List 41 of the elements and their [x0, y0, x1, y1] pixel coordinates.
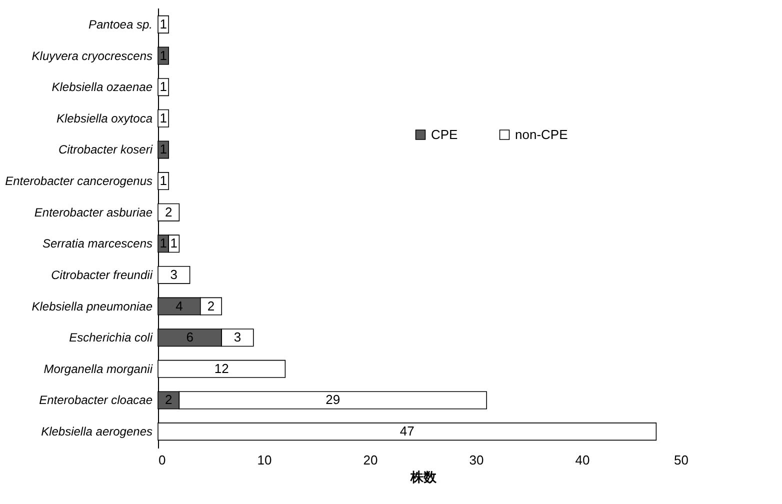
data-label: 3	[170, 266, 178, 282]
y-tick-label: Enterobacter asburiae	[34, 205, 153, 220]
y-tick-label: Klebsiella pneumoniae	[32, 299, 153, 314]
data-label: 1	[160, 16, 167, 32]
x-tick-label: 0	[158, 452, 166, 468]
data-label: 2	[164, 392, 172, 408]
data-label: 1	[160, 173, 167, 188]
x-tick-label: 20	[363, 452, 378, 468]
x-axis-title: 株数	[410, 470, 438, 484]
legend-label: CPE	[431, 126, 458, 142]
x-tick-label: 30	[469, 452, 484, 468]
data-label: 29	[326, 392, 340, 408]
data-label: 1	[160, 48, 167, 63]
y-tick-label: Citrobacter freundii	[51, 268, 153, 282]
y-tick-label: Klebsiella ozaenae	[52, 80, 153, 94]
data-label: 1	[170, 236, 178, 251]
data-label: 4	[176, 298, 183, 314]
data-label: 1	[160, 110, 167, 126]
data-label: 47	[400, 424, 414, 439]
data-label: 1	[160, 142, 167, 157]
y-tick-label: Morganella morganii	[44, 362, 153, 376]
data-label: 1	[160, 236, 167, 251]
x-tick-label: 10	[257, 452, 272, 468]
data-label: 3	[234, 330, 242, 345]
y-tick-label: Escherichia coli	[69, 330, 153, 345]
y-tick-label: Klebsiella aerogenes	[41, 424, 152, 439]
y-tick-label: Enterobacter cloacae	[39, 393, 153, 408]
legend-label: non-CPE	[515, 126, 568, 142]
y-tick-label: Pantoea sp.	[88, 17, 152, 32]
data-label: 6	[186, 330, 194, 345]
data-label: 2	[164, 204, 172, 220]
data-label: 12	[214, 360, 229, 376]
y-tick-label: Kluyvera cryocrescens	[32, 48, 152, 63]
y-tick-label: Klebsiella oxytoca	[56, 111, 153, 126]
data-label: 2	[207, 298, 215, 314]
y-tick-label: Citrobacter koseri	[58, 142, 153, 157]
y-tick-label: Enterobacter cancerogenus	[5, 174, 152, 188]
data-label: 1	[160, 79, 167, 94]
y-tick-label: Serratia marcescens	[42, 236, 152, 251]
x-tick-label: 40	[575, 452, 590, 468]
x-tick-label: 50	[674, 452, 688, 468]
